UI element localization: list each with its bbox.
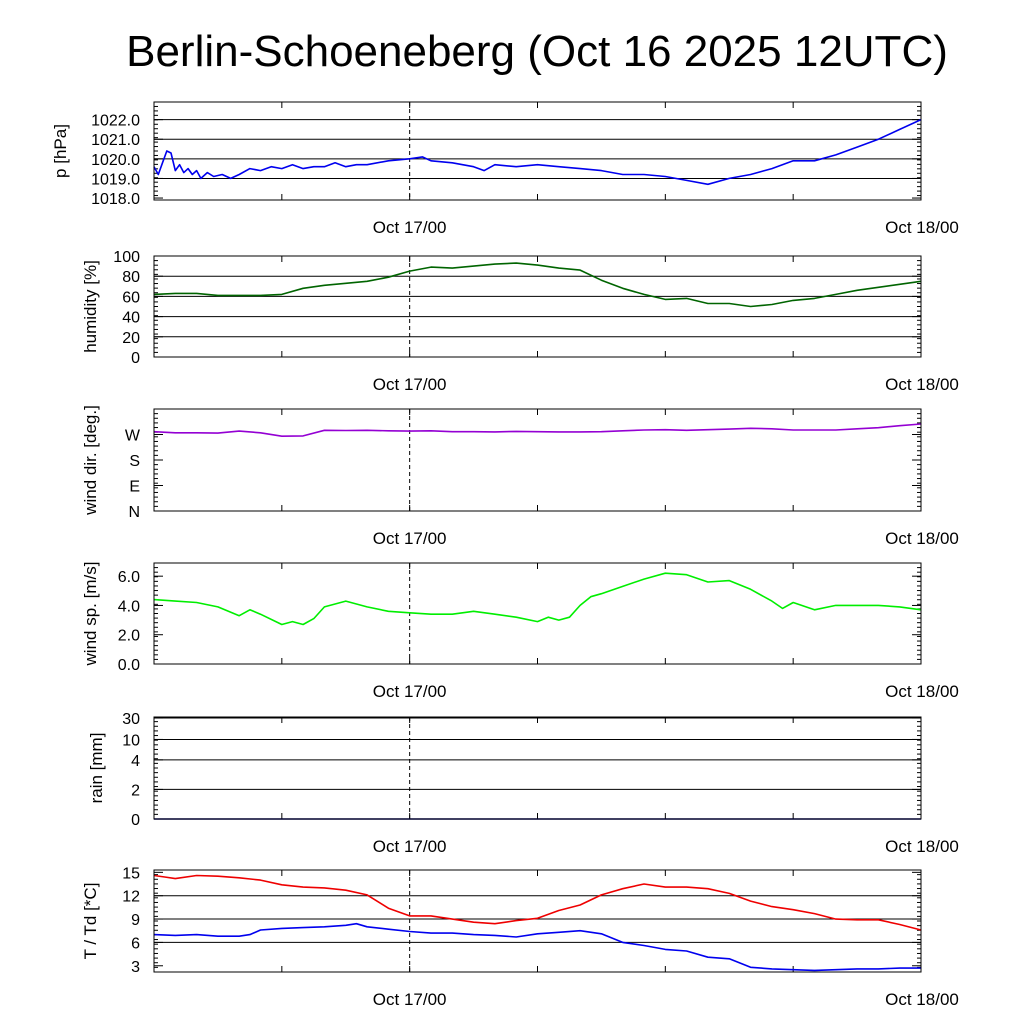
panel-frame	[153, 869, 922, 973]
series-line-wind-speed	[153, 572, 922, 626]
x-tick-label: Oct 18/00	[885, 990, 959, 1009]
x-tick-label: Oct 17/00	[373, 837, 447, 856]
panel-temperature: 3 6 9 12 15 Oct 17/00 Oct 18/00 T / Td [*C]	[81, 865, 959, 1009]
x-tick-label: Oct 18/00	[885, 837, 959, 856]
y-tick-label: 2.0	[118, 628, 140, 645]
y-tick-label: 6	[131, 935, 140, 952]
panel-pressure: 1018.0 1019.0 1020.0 1021.0 1022.0 Oct 17/00 O…	[51, 101, 959, 237]
y-tick-label: S	[129, 453, 140, 470]
y-tick-label: 4.0	[118, 598, 140, 615]
y-tick-label: 1021.0	[91, 132, 140, 149]
y-tick-label: 0	[131, 350, 140, 367]
y-tick-label: 0.0	[118, 657, 140, 674]
y-tick-label: 80	[122, 269, 140, 286]
panel-frame	[153, 562, 922, 665]
y-tick-label: 6.0	[118, 569, 140, 586]
x-tick-label: Oct 18/00	[885, 375, 959, 394]
y-tick-label: 3	[131, 959, 140, 976]
panel-wind_speed: 0.0 2.0 4.0 6.0 Oct 17/00 Oct 18/00 wind sp. […	[81, 562, 959, 701]
x-tick-label: Oct 17/00	[373, 218, 447, 237]
y-tick-label: 12	[122, 889, 140, 906]
y-axis-label: T / Td [*C]	[81, 883, 100, 960]
x-tick-label: Oct 17/00	[373, 682, 447, 701]
y-axis-label: wind dir. [deg.]	[81, 405, 100, 516]
x-tick-label: Oct 17/00	[373, 529, 447, 548]
panel-frame	[153, 716, 922, 820]
y-tick-label: E	[129, 479, 140, 496]
chart-title: Berlin-Schoeneberg (Oct 16 2025 12UTC)	[126, 27, 948, 76]
y-tick-label: 0	[131, 812, 140, 829]
y-axis-label: rain [mm]	[87, 733, 106, 804]
y-tick-label: 20	[122, 330, 140, 347]
y-tick-label: 100	[113, 249, 140, 266]
y-tick-label: 1019.0	[91, 171, 140, 188]
y-tick-label: 15	[122, 865, 140, 882]
y-tick-label: 60	[122, 289, 140, 306]
panel-frame	[153, 101, 922, 201]
x-tick-label: Oct 18/00	[885, 218, 959, 237]
y-tick-label: 40	[122, 310, 140, 327]
x-tick-label: Oct 17/00	[373, 990, 447, 1009]
series-line-td	[153, 922, 921, 972]
y-tick-label: 9	[131, 912, 140, 929]
y-tick-label: 1018.0	[91, 191, 140, 208]
x-tick-label: Oct 18/00	[885, 529, 959, 548]
panel-rain: 0 2 4 10 30 Oct 17/00 Oct 18/00 rain [mm]	[87, 711, 959, 856]
panel-frame	[153, 255, 922, 358]
y-tick-label: 4	[131, 753, 140, 770]
y-tick-label: W	[125, 428, 141, 445]
y-tick-label: 10	[122, 732, 140, 749]
y-tick-label: 1022.0	[91, 113, 140, 130]
x-tick-label: Oct 18/00	[885, 682, 959, 701]
panel-humidity: 0 20 40 60 80 100 Oct 17/00 Oct 18/00 humidity […	[81, 249, 959, 394]
series-line-wind-direction	[153, 423, 922, 438]
series-line-t	[153, 874, 922, 931]
y-axis-label: p [hPa]	[51, 124, 70, 178]
y-axis-label: humidity [%]	[81, 260, 100, 353]
y-tick-label: N	[128, 504, 140, 521]
x-tick-label: Oct 17/00	[373, 375, 447, 394]
panel-frame	[153, 408, 922, 512]
series-line-humidity	[153, 262, 922, 308]
y-tick-label: 30	[122, 711, 140, 728]
y-tick-label: 1020.0	[91, 152, 140, 169]
y-axis-label: wind sp. [m/s]	[81, 562, 100, 667]
y-tick-label: 2	[131, 782, 140, 799]
series-line-pressure	[153, 118, 922, 186]
